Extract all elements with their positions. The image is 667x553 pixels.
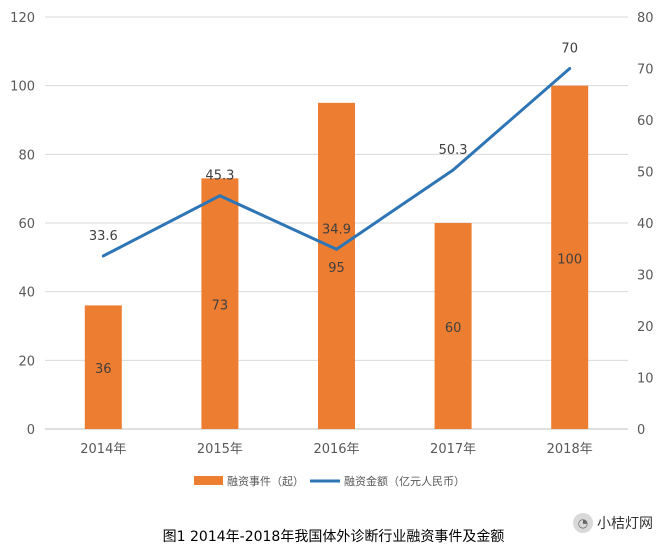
line-series [101, 67, 572, 258]
bar-data-label: 100 [557, 252, 582, 267]
line-data-label: 50.3 [439, 143, 468, 158]
bar-data-label: 95 [328, 261, 345, 276]
bar [318, 102, 355, 429]
y-right-tick-label: 60 [637, 114, 654, 129]
bar-data-label: 36 [95, 362, 112, 377]
y-left-tick-label: 100 [10, 80, 35, 95]
bar [201, 178, 239, 429]
line-data-label: 45.3 [205, 169, 234, 184]
y-right-tick-label: 30 [637, 269, 654, 284]
y-axis-right: 0 10 20 30 40 50 60 70 80 [637, 11, 654, 438]
y-right-tick-label: 80 [637, 11, 654, 26]
legend-bar-swatch [194, 476, 223, 485]
x-tick-label: 2015年 [197, 442, 243, 457]
line-data-label: 33.6 [89, 229, 118, 244]
bar [84, 305, 122, 429]
x-tick-label: 2014年 [80, 442, 126, 457]
bar-data-label: 73 [212, 299, 229, 314]
watermark: ◔ 小桔灯网 [573, 513, 653, 533]
bar-series [84, 85, 589, 430]
x-tick-label: 2016年 [313, 442, 359, 457]
legend-bar-label: 融资事件（起） [227, 475, 304, 488]
legend: 融资事件（起） 融资金额（亿元人民币） [194, 474, 465, 488]
line-point [568, 67, 572, 70]
y-right-tick-label: 50 [637, 166, 654, 181]
y-left-tick-label: 80 [18, 148, 35, 163]
watermark-text: 小桔灯网 [597, 516, 653, 532]
y-left-tick-label: 40 [18, 286, 35, 301]
line-data-label: 34.9 [322, 222, 351, 237]
y-right-tick-label: 0 [637, 423, 645, 438]
data-labels: 36 73 95 60 100 33.6 45.3 34.9 50.3 70 [89, 42, 582, 378]
bar [551, 85, 589, 430]
y-left-tick-label: 60 [18, 217, 35, 232]
x-axis: 2014年 2015年 2016年 2017年 2018年 [80, 442, 592, 457]
x-tick-label: 2018年 [547, 442, 593, 457]
x-tick-label: 2017年 [430, 442, 476, 457]
line-point [335, 247, 338, 251]
y-right-tick-label: 10 [637, 372, 654, 387]
line-data-label: 70 [561, 42, 578, 57]
y-right-tick-label: 20 [637, 320, 654, 335]
y-right-tick-label: 70 [637, 63, 654, 78]
bar [434, 223, 472, 429]
line-point [451, 168, 455, 172]
y-left-tick-label: 120 [10, 11, 35, 26]
y-right-tick-label: 40 [637, 217, 654, 232]
bar-data-label: 60 [445, 321, 462, 336]
line-point [101, 254, 105, 258]
y-left-tick-label: 20 [18, 354, 35, 369]
wechat-icon: ◔ [573, 513, 593, 533]
y-left-tick-label: 0 [27, 423, 35, 438]
y-axis-left: 0 20 40 60 80 100 120 [10, 11, 35, 438]
line-point [218, 194, 222, 198]
chart-caption: 图1 2014年-2018年我国体外诊断行业融资事件及金额 [162, 529, 505, 545]
legend-line-label: 融资金额（亿元人民币） [344, 474, 465, 488]
